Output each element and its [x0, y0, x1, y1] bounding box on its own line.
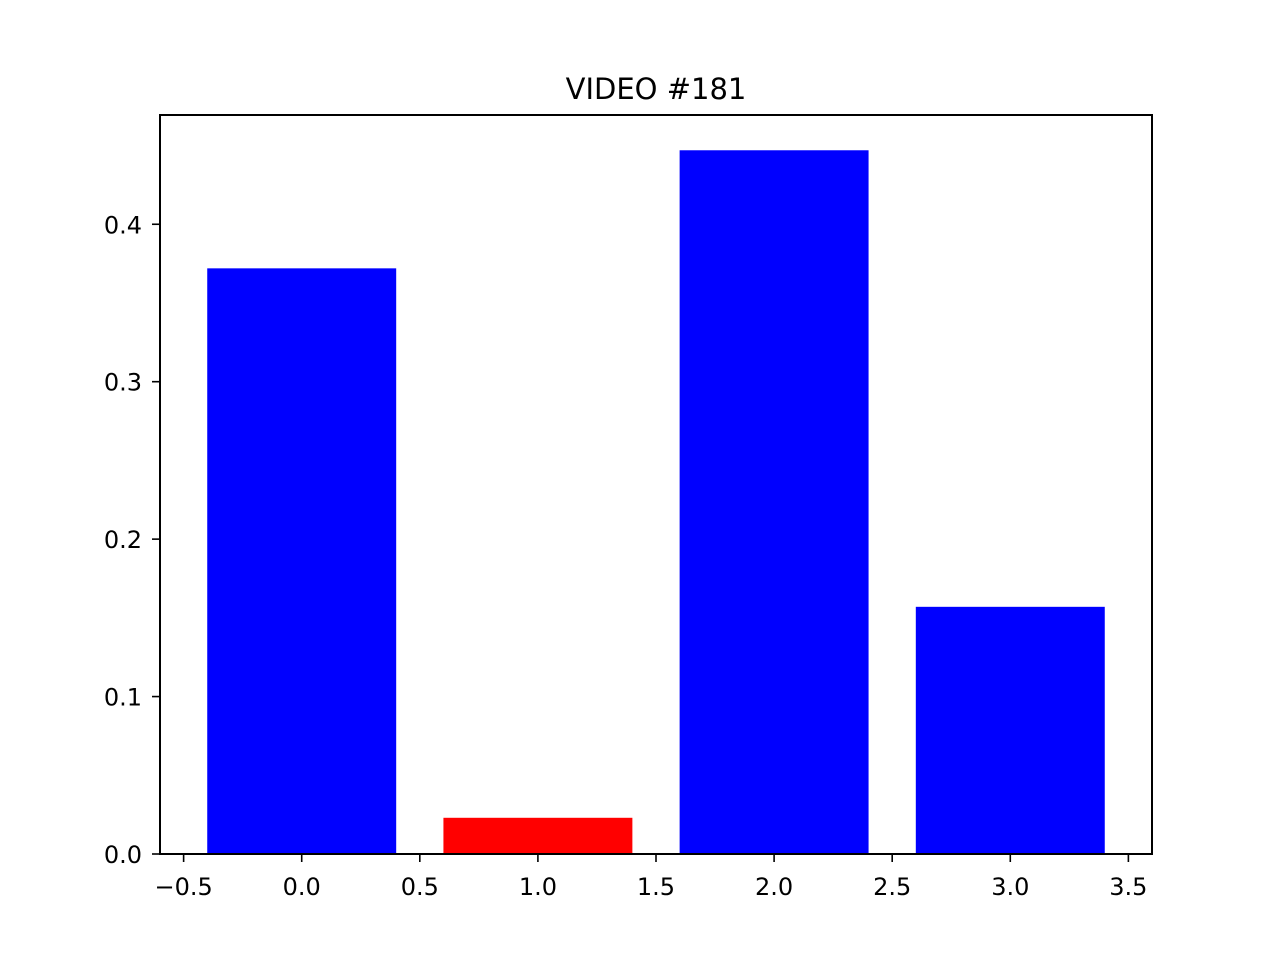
bar-0 [207, 268, 397, 855]
x-tick-label: 1.0 [519, 873, 557, 901]
y-tick-label: 0.2 [104, 526, 142, 554]
x-tick-label: 0.5 [401, 873, 439, 901]
x-tick-label: 2.0 [755, 873, 793, 901]
x-tick-label: −0.5 [154, 873, 212, 901]
x-tick-label: 0.0 [283, 873, 321, 901]
x-tick-label: 3.0 [991, 873, 1029, 901]
x-tick-label: 1.5 [637, 873, 675, 901]
bar-2 [679, 150, 869, 854]
y-tick-label: 0.0 [104, 841, 142, 869]
bar-1 [443, 817, 633, 854]
bars-layer [207, 150, 1105, 855]
x-tick-label: 3.5 [1109, 873, 1147, 901]
y-tick-label: 0.4 [104, 211, 142, 239]
bar-3 [915, 606, 1105, 854]
chart-title: VIDEO #181 [566, 72, 747, 106]
x-tick-label: 2.5 [873, 873, 911, 901]
axes-layer: −0.5 0.0 0.5 1.0 1.5 2.0 2.5 3.0 3.5 0.0 0.1 0.2 0.3… [104, 114, 1153, 901]
y-tick-label: 0.1 [104, 684, 142, 712]
y-tick-label: 0.3 [104, 369, 142, 397]
